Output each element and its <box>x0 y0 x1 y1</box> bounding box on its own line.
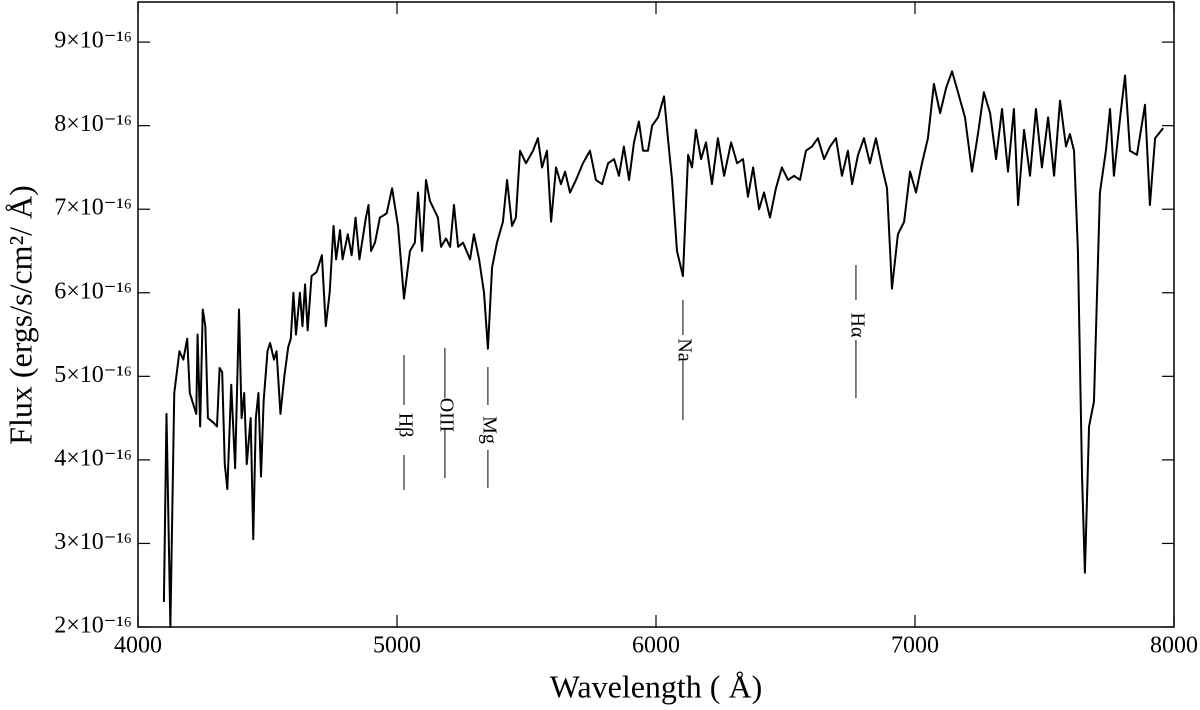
y-tick-label: 4×10⁻¹⁶ <box>54 445 132 471</box>
y-tick-label: 3×10⁻¹⁶ <box>54 529 132 555</box>
y-tick-label: 2×10⁻¹⁶ <box>54 613 132 639</box>
annotation: OIII <box>435 398 457 432</box>
annotation: Mg <box>478 416 500 444</box>
x-tick-label: 6000 <box>632 633 680 659</box>
y-tick-label: 6×10⁻¹⁶ <box>54 278 132 304</box>
x-axis-title: Wavelength ( Å) <box>550 668 762 704</box>
y-tick-label: 9×10⁻¹⁶ <box>54 28 132 54</box>
x-tick-label: 7000 <box>891 633 939 659</box>
annotation: Na <box>673 338 695 361</box>
x-tick-label: 5000 <box>373 633 421 659</box>
annotation: Hα <box>846 313 868 338</box>
x-tick-label: 8000 <box>1150 633 1198 659</box>
x-tick-label: 4000 <box>114 633 162 659</box>
y-tick-label: 7×10⁻¹⁶ <box>54 195 132 221</box>
spectrum-line <box>162 70 1164 628</box>
y-tick-label: 5×10⁻¹⁶ <box>54 362 132 388</box>
y-axis-title: Flux (ergs/s/cm²/ Å) <box>2 185 38 445</box>
y-tick-label: 8×10⁻¹⁶ <box>54 111 132 137</box>
annotation: Hβ <box>394 413 416 438</box>
plot-frame <box>137 1 1175 628</box>
